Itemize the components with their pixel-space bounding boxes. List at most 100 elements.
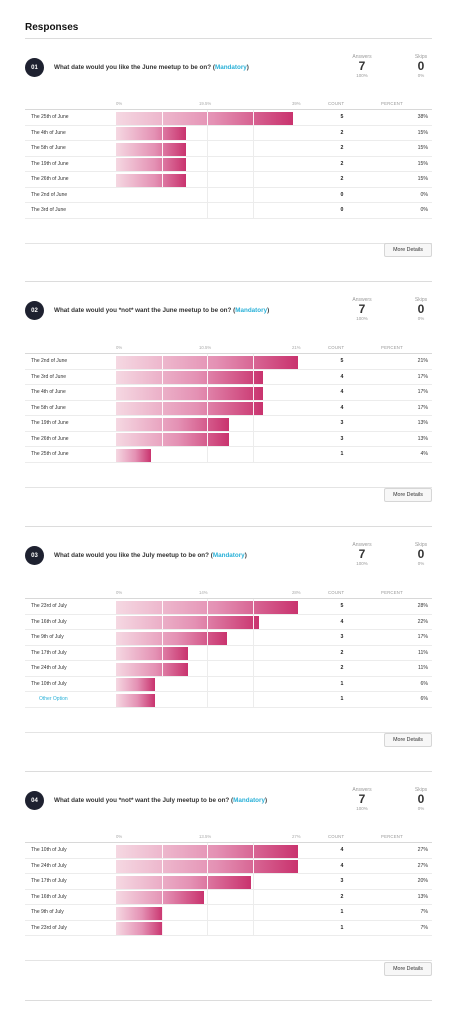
row-percent: 27% <box>417 862 428 869</box>
skips-percent: 0% <box>417 316 425 321</box>
close-paren: ) <box>244 552 247 559</box>
other-option-link[interactable]: Other Option <box>39 696 68 702</box>
skips-label: Skips <box>414 297 428 303</box>
answers-stat: Answers 7 100% <box>337 542 387 566</box>
skips-count: 0 <box>417 547 425 561</box>
table-row: The 5th of June 4 17% <box>25 401 432 416</box>
table-row: The 19th of June 3 13% <box>25 416 432 432</box>
row-percent: 7% <box>420 924 429 931</box>
close-paren: ) <box>267 307 270 314</box>
bar-gridline <box>161 875 163 889</box>
row-count: 1 <box>340 924 344 931</box>
gridline <box>207 599 208 708</box>
row-percent: 13% <box>417 893 428 900</box>
chart-end-rule <box>25 242 432 244</box>
row-percent: 15% <box>417 145 428 151</box>
more-details-button[interactable]: More Details <box>384 733 432 747</box>
row-percent: 17% <box>417 404 428 411</box>
axis-tick-label: 0% <box>116 834 123 839</box>
bar-gridline <box>161 922 163 935</box>
bar <box>116 631 227 645</box>
section-divider <box>25 771 432 772</box>
bar-gridline <box>207 600 208 614</box>
bar-gridline <box>161 860 163 873</box>
more-details-button[interactable]: More Details <box>384 962 432 976</box>
section-divider <box>25 526 432 527</box>
answers-stat: Answers 7 100% <box>337 54 387 78</box>
more-details-button[interactable]: More Details <box>384 488 432 502</box>
row-label: The 24th of July <box>31 862 67 869</box>
row-count: 0 <box>340 191 344 198</box>
axis-tick-label: 13.5% <box>199 834 212 839</box>
count-column-header: COUNT <box>328 101 345 106</box>
row-label: The 9th of July <box>31 909 64 915</box>
answers-percent: 100% <box>356 561 368 566</box>
bar-gridline <box>207 417 208 431</box>
row-label: The 3rd of June <box>31 207 67 213</box>
bar-gridline <box>161 371 163 384</box>
bar-gridline <box>161 631 163 645</box>
row-count: 2 <box>340 176 344 182</box>
percent-column-header: PERCENT <box>381 834 403 839</box>
table-row: The 24th of July 4 27% <box>25 859 432 874</box>
bar-gridline <box>161 111 163 125</box>
axis-tick-label: 28% <box>292 590 301 595</box>
row-count: 4 <box>340 618 344 625</box>
question-text: What date would you *not* want the July … <box>54 797 267 804</box>
bar <box>116 127 186 140</box>
bar-gridline <box>252 111 254 125</box>
gridline <box>207 110 208 219</box>
row-percent: 38% <box>417 114 428 120</box>
table-row: The 24th of July 2 11% <box>25 661 432 677</box>
table-row: The 23rd of July 1 7% <box>25 921 432 936</box>
row-count: 3 <box>340 878 344 884</box>
percent-column-header: PERCENT <box>381 345 403 350</box>
axis-tick-label: 0% <box>116 590 123 595</box>
bar-gridline <box>207 111 208 125</box>
bar-gridline <box>161 891 163 904</box>
bar <box>116 142 186 156</box>
row-count: 2 <box>340 649 344 656</box>
bar <box>116 371 264 384</box>
table-row: The 3rd of June 0 0% <box>25 203 432 219</box>
axis-tick-label: 39% <box>292 101 301 106</box>
more-details-button[interactable]: More Details <box>384 243 432 257</box>
bar <box>116 616 259 629</box>
open-paren: ( <box>231 307 236 314</box>
row-count: 1 <box>340 451 344 457</box>
table-row: The 10th of July 1 6% <box>25 677 432 692</box>
question-number-badge: 03 <box>25 546 44 565</box>
bar <box>116 433 229 446</box>
row-count: 3 <box>340 420 344 426</box>
row-percent: 15% <box>417 176 428 182</box>
axis-tick-label: 19.5% <box>199 101 212 106</box>
row-count: 3 <box>340 435 344 442</box>
row-label: The 26th of June <box>31 435 69 442</box>
table-row: The 2nd of June 5 21% <box>25 354 432 370</box>
row-count: 2 <box>340 145 344 151</box>
question-text: What date would you like the July meetup… <box>54 552 247 559</box>
answers-percent: 100% <box>356 73 368 78</box>
count-column-header: COUNT <box>328 834 345 839</box>
bar-gridline <box>161 616 163 629</box>
table-row: The 26th of June 2 15% <box>25 172 432 188</box>
mandatory-tag: Mandatory <box>212 552 245 559</box>
skips-label: Skips <box>414 542 428 548</box>
count-column-header: COUNT <box>328 590 345 595</box>
bar <box>116 875 251 889</box>
bar-gridline <box>252 600 254 614</box>
row-label: The 23rd of July <box>31 603 67 609</box>
row-percent: 28% <box>417 603 428 609</box>
row-count: 4 <box>340 389 344 395</box>
table-row: The 9th of July 3 17% <box>25 630 432 646</box>
bar-gridline <box>252 386 254 400</box>
chart-header-rule <box>25 598 432 599</box>
bar <box>116 693 155 707</box>
row-label: The 5th of June <box>31 145 66 151</box>
answers-percent: 100% <box>356 316 368 321</box>
bar-gridline <box>252 402 254 415</box>
row-percent: 15% <box>417 160 428 167</box>
percent-column-header: PERCENT <box>381 590 403 595</box>
bar-gridline <box>207 631 208 645</box>
row-label: The 17th of July <box>31 878 67 884</box>
